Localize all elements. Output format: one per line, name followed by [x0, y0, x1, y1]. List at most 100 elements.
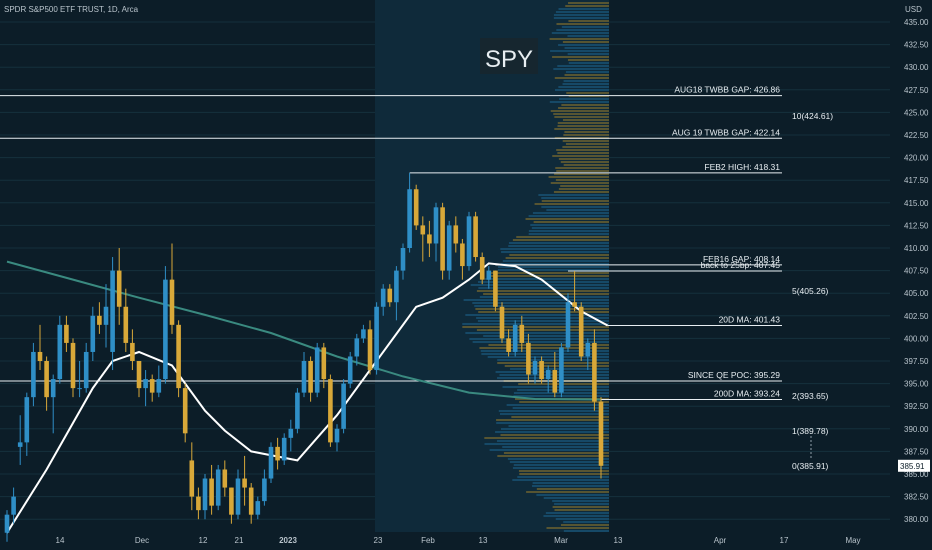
candle-body [381, 289, 386, 307]
profile-bar [564, 164, 609, 166]
profile-bar [554, 128, 609, 130]
profile-bar [556, 11, 609, 13]
profile-bar [558, 122, 609, 124]
profile-bar [532, 227, 609, 229]
candle-body [84, 352, 89, 388]
candle-body [124, 307, 129, 343]
profile-bar [537, 488, 609, 490]
watermark: SPY [485, 46, 533, 73]
profile-bar [546, 527, 609, 529]
profile-bar [568, 20, 609, 22]
candle-body [130, 343, 135, 361]
candle-body [401, 248, 406, 271]
candle-body [64, 325, 69, 343]
profile-bar [530, 224, 609, 226]
chart-title: SPDR S&P500 ETF TRUST, 1D, Arca [4, 5, 139, 14]
last-price-badge-text: 385.91 [900, 462, 925, 471]
profile-bar [555, 89, 609, 91]
profile-bar [507, 404, 609, 406]
y-tick-label: 405.00 [904, 289, 929, 298]
profile-bar [553, 113, 609, 115]
y-tick-label: 422.50 [904, 131, 929, 140]
profile-bar [509, 242, 609, 244]
profile-bar [558, 86, 609, 88]
candle-body [328, 379, 333, 442]
profile-bar [546, 209, 609, 211]
candle-body [163, 280, 168, 379]
candle-body [143, 379, 148, 388]
profile-bar [563, 521, 609, 523]
y-tick-label: 415.00 [904, 199, 929, 208]
profile-bar [478, 311, 609, 313]
profile-bar [484, 437, 609, 439]
candle-body [256, 501, 261, 515]
candle-body [11, 497, 16, 515]
x-tick-label: Dec [135, 536, 149, 545]
profile-bar [516, 236, 609, 238]
x-tick-label: 12 [199, 536, 208, 545]
candle-body [110, 271, 115, 352]
candle-body [553, 370, 558, 393]
profile-bar [535, 203, 609, 205]
candle-body [18, 442, 23, 447]
profile-bar [552, 32, 609, 34]
profile-bar [546, 512, 609, 514]
profile-bar [551, 182, 609, 184]
candle-body [269, 447, 274, 479]
profile-bar [477, 329, 609, 331]
profile-bar [555, 509, 609, 511]
profile-bar [471, 284, 609, 286]
candle-body [91, 316, 96, 352]
y-tick-label: 382.50 [904, 493, 929, 502]
x-tick-label: 17 [780, 536, 789, 545]
profile-bar [557, 65, 609, 67]
level-label: AUG18 TWBB GAP: 426.86 [674, 85, 780, 95]
x-tick-label: 23 [374, 536, 383, 545]
candle-body [216, 469, 221, 505]
profile-bar [529, 230, 609, 232]
profile-bar [487, 272, 609, 274]
candle-body [38, 352, 43, 361]
level-label: SINCE QE POC: 395.29 [688, 370, 780, 380]
profile-bar [513, 239, 609, 241]
y-tick-label: 430.00 [904, 63, 929, 72]
profile-bar [503, 260, 609, 262]
profile-bar [517, 476, 609, 478]
candle-body [599, 402, 604, 466]
candle-body [533, 361, 538, 375]
candle-body [262, 479, 267, 502]
profile-bar [549, 176, 609, 178]
profile-bar [560, 185, 609, 187]
profile-bar [526, 218, 609, 220]
x-tick-label: 13 [614, 536, 623, 545]
candle-body [440, 207, 445, 270]
profile-bar [462, 326, 609, 328]
candle-body [368, 329, 373, 370]
profile-bar [562, 146, 609, 148]
candle-body [196, 497, 201, 511]
profile-bar [484, 443, 609, 445]
profile-bar [552, 56, 609, 58]
profile-bar [568, 59, 609, 61]
profile-bar [550, 38, 609, 40]
candle-body [427, 234, 432, 243]
profile-bar [568, 53, 609, 55]
profile-bar [476, 317, 609, 319]
y-tick-label: 380.00 [904, 515, 929, 524]
profile-bar [556, 518, 609, 520]
profile-bar [462, 323, 609, 325]
profile-bar [559, 8, 609, 10]
profile-bar [504, 452, 609, 454]
candle-body [487, 271, 492, 280]
level-label: 200D MA: 393.24 [714, 389, 780, 399]
profile-bar [500, 248, 609, 250]
y-tick-label: 417.50 [904, 176, 929, 185]
profile-bar [552, 500, 609, 502]
profile-bar [473, 341, 609, 343]
profile-bar [508, 425, 609, 427]
candle-body [315, 347, 320, 392]
profile-bar [551, 110, 609, 112]
profile-bar [480, 296, 609, 298]
candle-body [203, 479, 208, 511]
